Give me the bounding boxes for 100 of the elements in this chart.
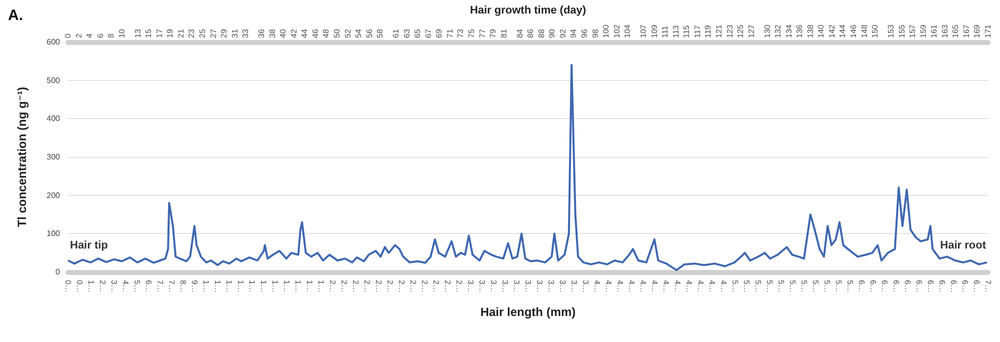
x-tick-label: 1… [213,280,222,292]
x-tick-label: 3… [500,280,510,292]
x2-tick-label: 163 [940,24,950,38]
x-tick-label: 6… [926,280,935,292]
y-axis-title: Tl concentration (ng g⁻¹) [15,86,29,228]
x2-tick-label: 153 [886,24,896,38]
x2-tick-label: 15 [144,28,154,38]
x2-tick-label: 92 [558,28,568,38]
x2-tick-label: 36 [257,28,266,38]
x2-tick-label: 75 [467,28,476,38]
x-tick-label: 6… [880,280,889,292]
x2-tick-label: 8 [106,33,116,38]
x2-tick-label: 46 [310,28,320,38]
x-tick-label: 5… [846,280,854,292]
x-tick-label: 4… [121,280,130,292]
x-tick-label: 1… [294,280,302,292]
x-tick-label: 8… [178,280,188,292]
x2-tick-label: 6 [96,33,105,38]
x-tick-label: 5… [776,280,786,292]
x-tick-label: 7… [156,280,164,292]
x2-tick-label: 104 [623,24,632,38]
x-tick-label: 5… [811,280,820,292]
x2-tick-label: 69 [434,28,444,38]
x2-tick-label: 140 [816,24,826,38]
x2-tick-label: 73 [456,28,466,38]
x-tick-label: 6… [903,280,912,292]
x2-tick-label: 19 [166,28,175,38]
x2-tick-label: 23 [187,28,196,38]
x-tick-label: 5… [132,280,142,292]
x-tick-label: 3… [581,280,590,292]
x2-tick-label: 165 [951,24,960,38]
x-tick-label: 6… [972,280,981,292]
x2-tick-label: 130 [762,24,772,38]
x2-tick-label: 171 [984,24,992,38]
x-tick-label: 1… [236,280,245,292]
x-tick-label: 1… [202,280,210,292]
x-tick-label: 4… [673,280,682,292]
x2-tick-label: 138 [806,24,815,38]
x2-tick-label: 40 [278,28,288,38]
x2-tick-label: 96 [580,28,589,38]
x-tick-label: 5… [788,280,797,292]
x-tick-label: 5… [754,280,762,292]
x-tick-label: 1… [282,280,291,292]
x2-tick-label: 136 [795,24,804,38]
x2-tick-label: 159 [918,24,928,38]
x-tick-label: 4… [627,280,636,292]
x2-tick-label: 117 [692,24,702,38]
x2-tick-label: 115 [682,24,692,38]
x-tick-label: 2… [328,280,337,292]
x2-tick-label: 88 [536,28,546,38]
x2-tick-label: 2 [74,33,84,38]
x-tick-label: 7… [167,280,176,292]
x2-tick-label: 42 [289,28,298,38]
x2-tick-label: 150 [870,24,880,38]
x-tick-label: 9… [190,280,199,292]
x-tick-label: 5… [742,280,751,292]
x2-tick-label: 44 [300,28,310,38]
x-tick-label: 2… [386,280,394,292]
x-tick-label: 2… [420,280,429,292]
x-tick-label: 4… [638,280,648,292]
x2-tick-label: 27 [208,28,218,38]
x2-tick-label: 121 [714,24,724,38]
x-tick-label: 5… [800,280,808,292]
x-tick-label: 2… [98,280,107,292]
x-tick-label: 2… [432,280,440,292]
x2-tick-label: 148 [860,24,869,38]
x2-tick-label: 132 [774,24,783,38]
y-tick-label: 0 [56,268,61,276]
x2-tick-label: 71 [445,28,454,38]
x2-tick-label: 21 [176,28,186,38]
x-tick-label: 2… [374,280,383,292]
x-tick-label: 1… [316,280,326,292]
x-tick-label: 1… [248,280,256,292]
x-tick-label: 2… [362,280,372,292]
x-tick-label: 4… [604,280,613,292]
x-tick-label: 5… [834,280,843,292]
x-tick-label: 6… [868,280,878,292]
x2-tick-label: 161 [930,24,939,38]
x-tick-label: 2… [443,280,452,292]
x2-tick-label: 33 [241,28,250,38]
x-tick-label: 3… [478,280,486,292]
x-tick-label: 4… [592,280,602,292]
x-tick-label: 3… [535,280,544,292]
annotation: Hair root [940,240,986,252]
x-tick-label: 2… [454,280,464,292]
x-tick-label: 4… [662,280,670,292]
x2-tick-label: 63 [402,28,412,38]
x2-tick-label: 0 [64,33,72,38]
x2-tick-label: 81 [499,28,508,38]
x-tick-label: 1… [224,280,234,292]
x2-tick-label: 86 [526,28,536,38]
x-tick-label: 4… [708,280,716,292]
x-tick-label: 3… [558,280,567,292]
x2-tick-label: 155 [897,24,906,38]
x2-tick-label: 167 [962,24,971,38]
x-tick-label: 2… [351,280,360,292]
x-tick-label: 4… [684,280,694,292]
x2-tick-label: 146 [848,24,858,38]
x-tick-label: 4… [650,280,659,292]
x-tick-label: 4… [696,280,705,292]
